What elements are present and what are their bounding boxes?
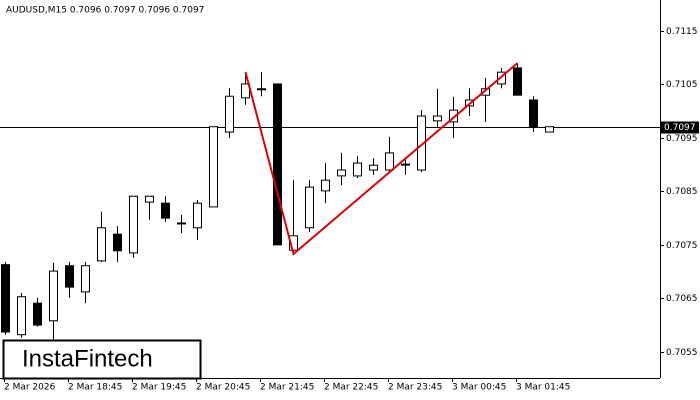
candle-body — [97, 227, 106, 262]
candle — [385, 136, 394, 173]
candle — [497, 67, 506, 89]
candle — [369, 158, 378, 175]
candle — [129, 195, 138, 258]
candle-body — [225, 95, 234, 133]
candle — [1, 261, 10, 335]
candle-body — [321, 179, 330, 192]
candle — [193, 199, 202, 241]
candle — [81, 261, 90, 304]
candle-body — [209, 126, 218, 208]
candle — [209, 126, 218, 208]
y-tick-label: 0.7055 — [666, 348, 698, 358]
candle-body — [353, 162, 362, 177]
candle-body — [305, 186, 314, 229]
candle-body — [145, 195, 154, 203]
candle — [353, 156, 362, 179]
candle — [145, 195, 154, 220]
candle-body — [337, 169, 346, 177]
candle — [113, 226, 122, 262]
candle — [273, 83, 282, 246]
candle-body — [273, 83, 282, 246]
candle-body — [385, 152, 394, 171]
x-tick-label: 3 Mar 00:45 — [452, 383, 506, 393]
x-tick-label: 3 Mar 01:45 — [516, 383, 570, 393]
candle — [17, 292, 26, 338]
candle-body — [449, 109, 458, 123]
x-tick-label: 2 Mar 19:45 — [132, 383, 186, 393]
candle-body — [81, 265, 90, 293]
candle-body — [129, 195, 138, 254]
candle-body — [17, 296, 26, 336]
candle — [433, 88, 442, 128]
x-tick-label: 2 Mar 22:45 — [324, 383, 378, 393]
candle-body — [113, 233, 122, 252]
candle — [33, 297, 42, 327]
y-tick-label: 0.7065 — [666, 294, 698, 304]
candle-body — [161, 202, 170, 219]
candle — [481, 78, 490, 122]
candle — [337, 152, 346, 185]
candle-body — [545, 126, 554, 133]
x-tick-label: 2 Mar 23:45 — [388, 383, 442, 393]
y-tick-label: 0.7095 — [666, 134, 698, 144]
pattern-line — [244, 62, 519, 256]
candle-body — [417, 115, 426, 171]
y-tick-label: 0.7115 — [666, 27, 698, 37]
candle-body — [401, 163, 410, 166]
candle — [401, 157, 410, 175]
candle — [545, 126, 554, 133]
last-price-box — [661, 121, 699, 134]
candle — [513, 63, 522, 96]
candle-body — [433, 115, 442, 122]
candle-body — [49, 270, 58, 322]
candle-body — [65, 265, 74, 288]
x-tick-label: 2 Mar 20:45 — [196, 383, 250, 393]
candle — [225, 88, 234, 138]
logo: InstaFintech — [22, 345, 153, 372]
x-tick-label: 2 Mar 18:45 — [68, 383, 122, 393]
candle-body — [481, 88, 490, 96]
candle-body — [193, 202, 202, 229]
candle — [417, 110, 426, 173]
x-tick-label: 2 Mar 2026 — [4, 383, 56, 393]
x-tick-label: 2 Mar 21:45 — [260, 383, 314, 393]
logo-box — [2, 339, 202, 380]
candle-body — [497, 71, 506, 85]
candle — [97, 211, 106, 262]
candle — [65, 261, 74, 298]
y-tick-label: 0.7085 — [666, 187, 698, 197]
candle — [321, 163, 330, 204]
last-price-label: 0.7097 — [664, 123, 696, 133]
candle — [305, 180, 314, 233]
candle — [257, 72, 266, 97]
candle — [529, 96, 538, 133]
candle-body — [257, 88, 266, 91]
candle-body — [1, 264, 10, 333]
candle — [49, 263, 58, 341]
y-tick-label: 0.7105 — [666, 80, 698, 90]
y-tick-label: 0.7075 — [666, 241, 698, 251]
candle — [161, 196, 170, 222]
chart-header: AUDUSD,M15 0.7096 0.7097 0.7096 0.7097 — [6, 6, 204, 16]
candle-body — [513, 67, 522, 96]
candle-body — [369, 164, 378, 171]
candle-body — [177, 222, 186, 225]
candle-body — [529, 99, 538, 128]
candle — [177, 214, 186, 234]
candle-body — [33, 302, 42, 326]
